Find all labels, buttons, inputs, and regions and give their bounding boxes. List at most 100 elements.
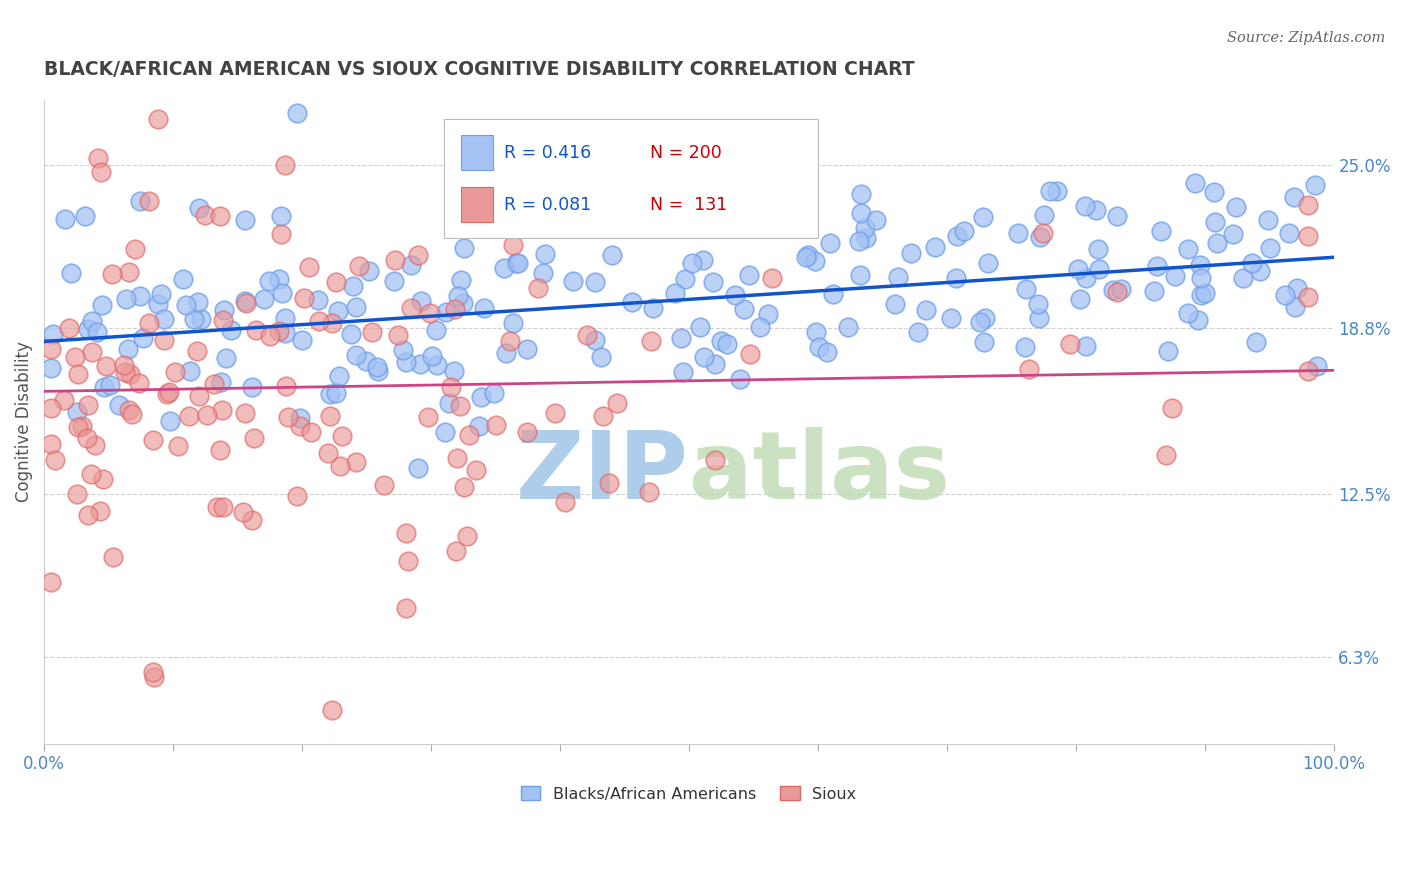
- Point: [884, 297, 907, 311]
- Point: [142, 665, 165, 679]
- Point: [707, 188, 730, 202]
- Point: [232, 505, 254, 519]
- Point: [472, 301, 495, 316]
- Point: [285, 105, 308, 120]
- Point: [298, 260, 321, 275]
- Point: [1249, 264, 1271, 278]
- Point: [1189, 271, 1212, 285]
- Point: [733, 302, 755, 317]
- Point: [242, 431, 264, 445]
- Point: [1074, 199, 1097, 213]
- Point: [325, 385, 347, 400]
- Point: [118, 402, 141, 417]
- Point: [80, 467, 103, 481]
- Point: [406, 460, 429, 475]
- Point: [179, 364, 201, 378]
- Point: [132, 331, 155, 345]
- Point: [1204, 185, 1226, 199]
- Point: [738, 268, 761, 282]
- Point: [1032, 226, 1054, 240]
- Point: [738, 347, 761, 361]
- Point: [1222, 227, 1244, 242]
- Point: [163, 365, 186, 379]
- Point: [447, 288, 470, 302]
- Point: [117, 342, 139, 356]
- Point: [66, 367, 89, 381]
- Point: [153, 312, 176, 326]
- Point: [1177, 305, 1199, 319]
- Point: [702, 275, 724, 289]
- Point: [562, 274, 585, 288]
- Point: [329, 458, 352, 473]
- Point: [172, 272, 194, 286]
- Point: [100, 378, 122, 392]
- Point: [290, 333, 312, 347]
- Point: [77, 508, 100, 522]
- Point: [384, 252, 406, 267]
- Point: [395, 526, 418, 541]
- Point: [638, 485, 661, 500]
- Point: [505, 256, 527, 270]
- Point: [1240, 256, 1263, 270]
- Text: atlas: atlas: [689, 427, 950, 519]
- Point: [939, 311, 962, 326]
- Point: [849, 186, 872, 201]
- Point: [357, 264, 380, 278]
- Point: [1143, 285, 1166, 299]
- Point: [66, 405, 89, 419]
- Point: [233, 406, 256, 420]
- Point: [409, 293, 432, 308]
- Point: [128, 376, 150, 390]
- Point: [86, 326, 108, 340]
- Point: [360, 326, 382, 340]
- Point: [153, 334, 176, 348]
- Point: [271, 286, 294, 301]
- Point: [117, 265, 139, 279]
- Point: [531, 266, 554, 280]
- Point: [235, 296, 257, 310]
- Point: [82, 344, 104, 359]
- Point: [544, 406, 567, 420]
- Point: [212, 302, 235, 317]
- Point: [444, 301, 467, 316]
- Point: [716, 337, 738, 351]
- Point: [924, 240, 946, 254]
- Point: [1107, 209, 1129, 223]
- Point: [945, 271, 967, 285]
- Point: [39, 575, 62, 590]
- Point: [55, 212, 77, 227]
- Point: [1087, 242, 1109, 256]
- Point: [640, 334, 662, 349]
- Point: [470, 390, 492, 404]
- Point: [571, 208, 593, 222]
- Point: [1194, 285, 1216, 300]
- Point: [395, 600, 418, 615]
- Point: [91, 472, 114, 486]
- Point: [267, 271, 290, 285]
- Point: [188, 389, 211, 403]
- Point: [307, 293, 329, 307]
- Point: [215, 351, 238, 365]
- Point: [446, 451, 468, 466]
- Point: [520, 204, 543, 219]
- Point: [401, 301, 423, 316]
- Point: [401, 259, 423, 273]
- Point: [416, 409, 439, 424]
- Point: [1189, 288, 1212, 302]
- Point: [434, 305, 457, 319]
- Point: [108, 399, 131, 413]
- Point: [1045, 184, 1067, 198]
- Point: [554, 495, 576, 509]
- Point: [273, 311, 295, 326]
- Point: [1296, 229, 1319, 244]
- Point: [344, 455, 367, 469]
- Point: [495, 346, 517, 360]
- Point: [453, 241, 475, 255]
- Point: [59, 266, 82, 280]
- Point: [84, 438, 107, 452]
- Point: [257, 274, 280, 288]
- Point: [696, 134, 718, 148]
- Point: [321, 703, 343, 717]
- Point: [671, 365, 693, 379]
- Point: [149, 287, 172, 301]
